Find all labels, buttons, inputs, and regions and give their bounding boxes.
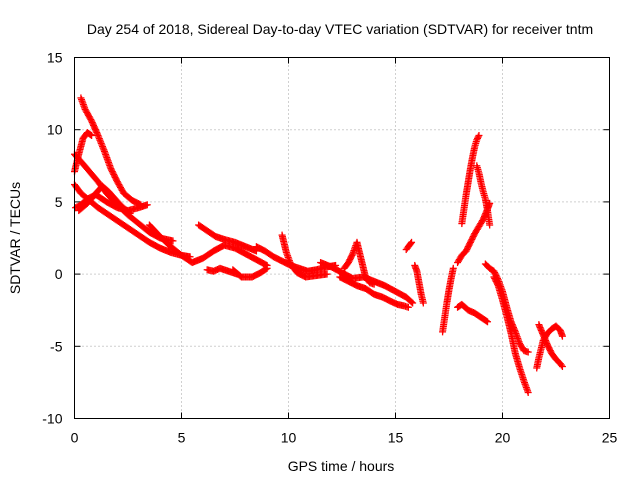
series-arc-22 xyxy=(473,162,494,229)
chart-title: Day 254 of 2018, Sidereal Day-to-day VTE… xyxy=(87,21,593,37)
series-arc-3 xyxy=(77,94,145,209)
data-point xyxy=(262,265,270,273)
y-tick-label: -5 xyxy=(50,338,63,354)
y-tick-label: -10 xyxy=(42,411,62,427)
series-arc-18 xyxy=(439,264,457,336)
series-arc-12 xyxy=(278,231,331,281)
data-point xyxy=(409,299,417,307)
data-point xyxy=(370,280,378,288)
y-tick-labels: -10 -5 0 5 10 15 xyxy=(42,50,62,427)
data-point xyxy=(263,264,271,272)
y-tick-label: 5 xyxy=(55,194,63,210)
data-point xyxy=(486,221,494,229)
grid xyxy=(74,57,610,419)
x-tick-label: 15 xyxy=(388,430,404,446)
series-arc-8 xyxy=(195,221,260,255)
series-arc-19 xyxy=(454,300,492,326)
data-point xyxy=(126,209,134,217)
data-point xyxy=(449,264,457,272)
x-tick-label: 10 xyxy=(281,430,297,446)
series-arc-15 xyxy=(340,238,378,288)
data-point xyxy=(558,332,566,340)
data-point xyxy=(404,303,412,311)
data-points xyxy=(71,94,566,397)
data-point xyxy=(408,298,416,306)
x-tick-label: 20 xyxy=(495,430,511,446)
data-point xyxy=(524,389,532,397)
x-tick-label: 5 xyxy=(178,430,186,446)
series-arc-7 xyxy=(145,221,271,269)
series-arc-17 xyxy=(411,261,427,307)
x-axis-title: GPS time / hours xyxy=(288,458,395,474)
x-tick-labels: 0 5 10 15 20 25 xyxy=(71,430,618,446)
data-point xyxy=(419,299,427,307)
data-point xyxy=(408,238,416,246)
data-point xyxy=(125,209,133,217)
series-arc-26 xyxy=(535,321,566,371)
data-point xyxy=(143,201,151,209)
x-tick-label: 0 xyxy=(71,430,79,446)
data-point xyxy=(87,131,95,139)
y-tick-label: 15 xyxy=(47,50,63,66)
y-tick-label: 0 xyxy=(55,266,63,282)
data-point xyxy=(475,131,483,139)
series-arc-6 xyxy=(75,182,134,217)
series-arc-10 xyxy=(229,264,271,281)
x-tick-label: 25 xyxy=(602,430,618,446)
series-arc-16 xyxy=(402,238,416,254)
y-axis-title: SDTVAR / TECUs xyxy=(7,182,23,294)
data-point xyxy=(494,280,502,288)
data-point xyxy=(474,133,482,141)
y-tick-label: 10 xyxy=(47,122,63,138)
data-point xyxy=(524,348,532,356)
data-point xyxy=(323,270,331,278)
data-point xyxy=(407,239,415,247)
data-point xyxy=(482,317,490,325)
series-arc-24 xyxy=(490,273,532,397)
series-arc-20 xyxy=(458,131,483,228)
data-point xyxy=(557,361,565,369)
data-point xyxy=(169,237,177,245)
data-point xyxy=(88,131,96,139)
data-point xyxy=(348,251,356,259)
data-point xyxy=(484,318,492,326)
series-arc-14 xyxy=(336,273,412,311)
data-point xyxy=(137,201,145,209)
data-point xyxy=(558,363,566,371)
plot-frame xyxy=(74,57,610,419)
